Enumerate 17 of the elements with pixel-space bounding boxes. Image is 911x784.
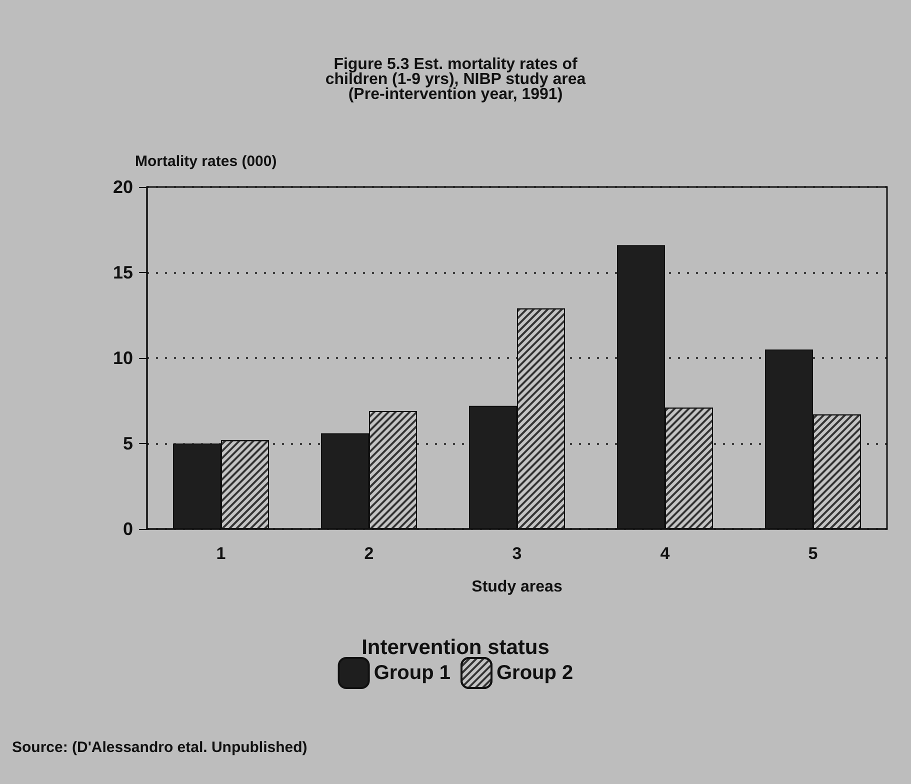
x-tick-label: 5 bbox=[808, 544, 818, 563]
y-tick-label: 20 bbox=[112, 177, 133, 197]
x-tick-label: 1 bbox=[216, 544, 226, 563]
x-tick-label: 2 bbox=[364, 544, 374, 563]
y-tick-label: 5 bbox=[122, 434, 133, 454]
source-note: Source: (D'Alessandro etal. Unpublished) bbox=[12, 739, 308, 756]
legend-label: Group 2 bbox=[496, 662, 574, 684]
x-axis-title: Study areas bbox=[472, 578, 562, 596]
legend-label: Group 1 bbox=[374, 662, 450, 684]
chart-title: Figure 5.3 Est. mortality rates of children (1-9 yrs), NIBP study area (Pre-intervention year, 1991) bbox=[325, 56, 586, 103]
x-tick-label: 3 bbox=[512, 544, 522, 563]
y-tick-label: 10 bbox=[112, 348, 133, 368]
y-tick-label: 15 bbox=[112, 262, 133, 282]
legend-title: Intervention status bbox=[362, 636, 550, 659]
x-tick-label: 4 bbox=[660, 544, 670, 563]
y-axis-title: Mortality rates (000) bbox=[135, 153, 277, 170]
y-tick-label: 0 bbox=[122, 519, 133, 539]
